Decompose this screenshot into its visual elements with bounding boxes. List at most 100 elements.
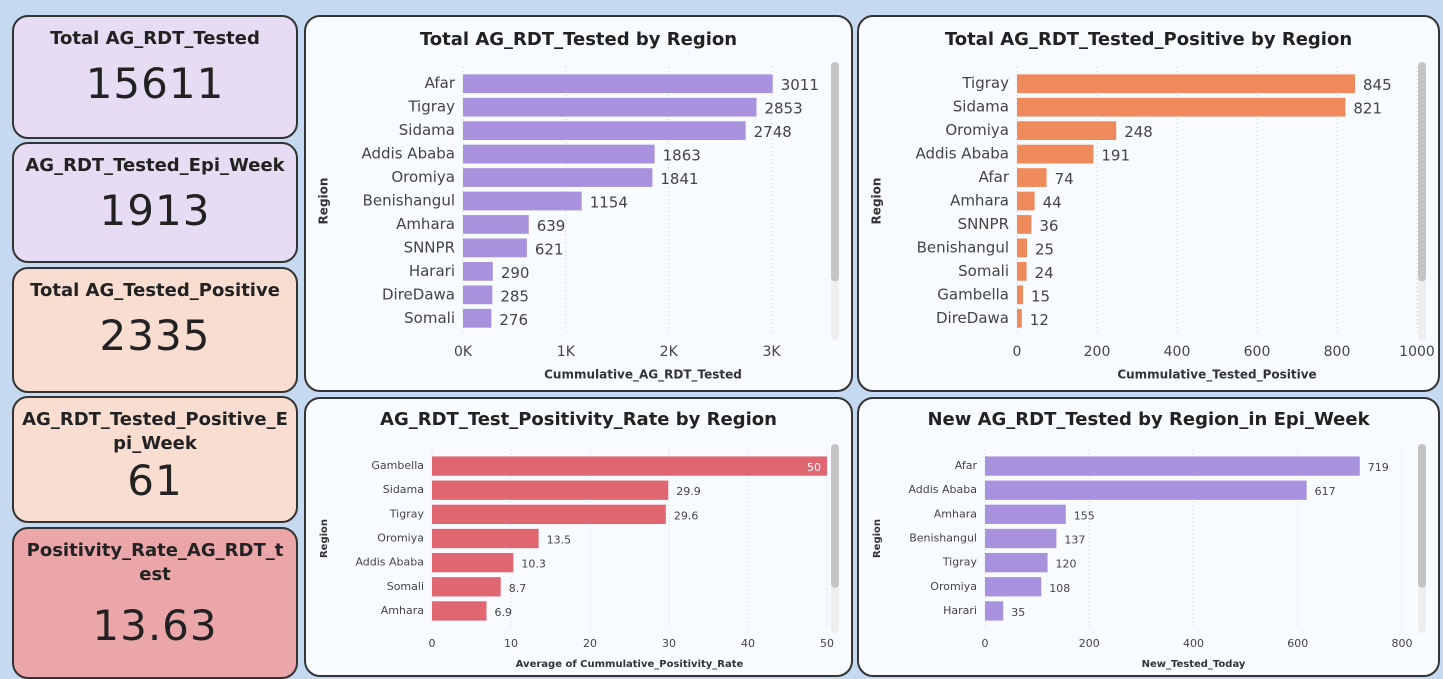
- bar: [985, 528, 1057, 549]
- y-tick-label: Gambella: [937, 285, 1009, 303]
- scrollbar-thumb: [831, 444, 839, 588]
- bar: [432, 456, 827, 476]
- y-tick-label: Benishangul: [909, 532, 977, 545]
- data-label: 36: [1039, 217, 1058, 235]
- kpi-value: 15611: [85, 59, 225, 108]
- x-tick-label: 10: [504, 637, 518, 650]
- scrollbar-thumb: [831, 62, 839, 282]
- chart: AG_RDT_Test_Positivity_Rate by Region 0 10…: [319, 409, 839, 670]
- y-tick-label: Somali: [404, 309, 455, 327]
- data-label: 6.9: [495, 606, 513, 619]
- data-label: 1154: [590, 194, 628, 212]
- kpi-label: Positivity_Rate_AG_RDT_test: [26, 540, 284, 585]
- y-tick-label: Harari: [409, 262, 455, 280]
- kpi-card: Total AG_RDT_Tested 15611: [12, 15, 298, 139]
- bar: [432, 504, 666, 525]
- bar: [1017, 238, 1027, 258]
- y-tick-label: Harari: [943, 604, 977, 617]
- data-label: 108: [1049, 582, 1070, 595]
- x-tick-label: 400: [1183, 637, 1204, 650]
- y-tick-label: Tigray: [942, 556, 978, 569]
- bar: [1017, 308, 1022, 328]
- y-tick-label: Amhara: [381, 604, 424, 617]
- chart-title: AG_RDT_Test_Positivity_Rate by Region: [380, 409, 777, 430]
- y-tick-label: Sidama: [953, 98, 1009, 116]
- data-label: 50: [807, 461, 821, 474]
- chart-title: Total AG_RDT_Tested by Region: [420, 29, 737, 50]
- data-label: 15: [1031, 287, 1050, 305]
- data-label: 2748: [754, 123, 792, 141]
- data-label: 276: [499, 311, 528, 329]
- y-tick-label: DireDawa: [936, 309, 1009, 327]
- y-axis-title: Region: [317, 178, 331, 225]
- y-axis-title: Region: [872, 519, 883, 558]
- data-label: 25: [1035, 240, 1054, 258]
- kpi-value: 13.63: [92, 601, 218, 650]
- bar: [985, 601, 1004, 621]
- bar: [1017, 97, 1346, 117]
- bar: [432, 528, 539, 549]
- chart-title: Total AG_RDT_Tested_Positive by Region: [945, 29, 1352, 50]
- bar: [985, 456, 1360, 476]
- kpi-card: Positivity_Rate_AG_RDT_test 13.63: [12, 527, 298, 679]
- x-tick-label: 200: [1084, 344, 1111, 360]
- x-tick-label: 600: [1287, 637, 1308, 650]
- x-tick-label: 0: [429, 637, 436, 650]
- y-axis-title: Region: [319, 519, 330, 558]
- y-tick-label: SNNPR: [404, 238, 455, 256]
- bar: [432, 480, 669, 500]
- kpi-value: 2335: [99, 311, 211, 360]
- bar: [985, 577, 1042, 597]
- bar: [1017, 168, 1047, 187]
- y-tick-label: Addis Ababa: [362, 145, 455, 163]
- data-label: 8.7: [509, 582, 527, 595]
- bar: [1017, 215, 1032, 234]
- data-label: 191: [1101, 147, 1130, 165]
- chart: Total AG_RDT_Tested_Positive by Region 0 2…: [870, 29, 1435, 383]
- x-tick-label: 1000: [1399, 344, 1435, 360]
- data-label: 24: [1035, 264, 1054, 282]
- bar: [1017, 121, 1117, 141]
- data-label: 29.9: [676, 485, 701, 498]
- bar: [1017, 144, 1094, 164]
- data-label: 35: [1011, 606, 1025, 619]
- bar: [463, 285, 493, 305]
- data-label: 248: [1124, 123, 1153, 141]
- y-tick-label: Somali: [387, 580, 424, 593]
- x-tick-label: 30: [662, 637, 676, 650]
- data-label: 44: [1043, 194, 1062, 212]
- data-label: 13.5: [547, 534, 572, 547]
- bar: [1017, 285, 1023, 305]
- bar: [1017, 74, 1355, 94]
- y-tick-label: Addis Ababa: [908, 483, 977, 496]
- data-label: 821: [1353, 100, 1382, 118]
- y-tick-label: Somali: [958, 262, 1009, 280]
- x-tick-label: 1K: [557, 344, 576, 360]
- y-tick-label: Sidama: [383, 483, 424, 496]
- data-label: 12: [1030, 311, 1049, 329]
- data-label: 74: [1055, 170, 1074, 188]
- y-tick-label: Amhara: [934, 507, 977, 520]
- data-label: 3011: [781, 76, 819, 94]
- y-tick-label: Afar: [955, 459, 978, 472]
- kpi-label: AG_RDT_Tested_Positive_Epi_Week: [22, 409, 288, 454]
- x-tick-label: 50: [820, 637, 834, 650]
- bar: [1017, 261, 1027, 281]
- kpi-card: AG_RDT_Tested_Epi_Week 1913: [12, 142, 298, 263]
- y-tick-label: Amhara: [396, 215, 455, 233]
- bar: [432, 601, 487, 621]
- bar: [463, 144, 655, 164]
- kpi-label: AG_RDT_Tested_Epi_Week: [25, 155, 285, 176]
- y-tick-label: DireDawa: [382, 285, 455, 303]
- data-label: 2853: [764, 100, 802, 118]
- x-tick-label: 0: [1013, 344, 1022, 360]
- bar: [985, 504, 1066, 525]
- bar: [463, 261, 493, 281]
- bar: [463, 74, 773, 94]
- kpi-label: Total AG_RDT_Tested: [50, 28, 260, 49]
- bar: [463, 308, 492, 328]
- chart: New AG_RDT_Tested by Region_in Epi_Week 0…: [872, 409, 1426, 670]
- bar: [1017, 191, 1035, 211]
- scrollbar-thumb: [1418, 444, 1426, 588]
- kpi-card: Total AG_Tested_Positive 2335: [12, 267, 298, 393]
